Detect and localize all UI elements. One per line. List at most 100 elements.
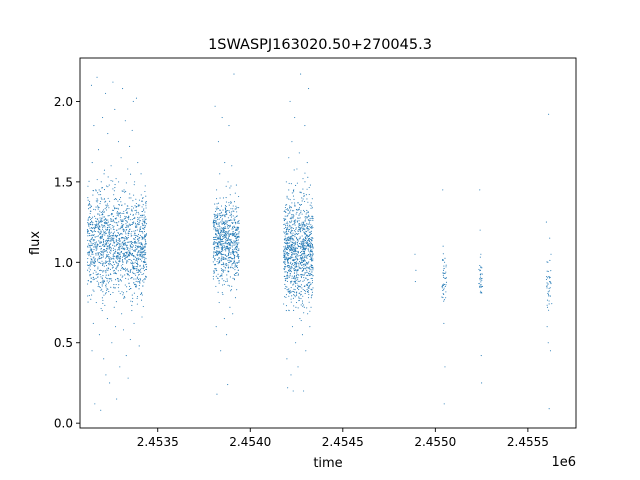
data-point [222,231,224,233]
data-point [299,204,301,206]
data-point [113,240,115,242]
data-point [92,239,95,241]
data-point [223,283,225,285]
data-point [288,310,290,312]
data-point [229,194,231,196]
data-point [215,275,217,277]
data-point [108,236,110,238]
data-point [218,234,221,236]
data-point [122,228,124,230]
data-point [230,185,232,187]
data-point [291,210,294,212]
data-point [105,200,107,202]
data-point [141,210,144,213]
x-axis-label: time [313,456,342,471]
data-point [141,273,143,276]
data-point [286,248,288,250]
data-point [126,237,129,239]
data-point [298,286,300,288]
data-point [302,188,304,190]
data-point [308,285,310,287]
data-point [296,259,298,261]
data-point [306,209,308,211]
data-point [290,207,292,209]
data-point [101,310,103,312]
data-point [306,227,308,229]
data-point [88,244,90,247]
data-point [231,258,233,260]
data-point [230,252,232,254]
data-point [218,247,220,249]
data-point [296,233,298,235]
data-point [297,284,299,286]
data-point [138,242,141,244]
data-point [234,244,236,246]
data-point [137,218,139,220]
data-point [117,207,119,209]
data-point [93,227,95,229]
data-point [87,269,89,271]
data-point [225,281,227,283]
data-point [131,248,133,250]
data-point [121,256,123,258]
data-point [233,201,236,203]
data-point [227,239,229,241]
data-point [215,230,217,232]
data-point [288,198,290,200]
data-point [88,235,91,237]
data-point [296,242,298,244]
data-point [284,245,286,247]
data-point [93,262,95,265]
data-point [237,273,240,275]
data-point [139,282,141,284]
data-point [108,274,110,276]
data-point [137,257,139,259]
data-point [294,269,296,271]
data-point [94,269,96,271]
data-point [283,250,285,252]
data-point [443,300,445,302]
data-point [444,272,446,274]
data-point [99,269,101,271]
data-point [109,251,111,253]
data-point [297,277,299,279]
data-point [97,205,99,207]
data-point [481,279,483,281]
data-point [285,181,287,183]
data-point [305,284,308,286]
data-point [119,239,121,241]
data-point [119,247,121,249]
data-point [215,267,217,270]
data-point [294,116,296,119]
data-point [221,269,223,271]
data-point [113,252,115,254]
data-point [136,261,138,263]
data-point [309,238,311,240]
data-point [292,227,294,229]
data-point [135,209,137,211]
data-point [220,227,222,229]
data-point [226,240,228,242]
data-point [225,250,227,252]
data-point [106,253,108,256]
data-point [293,220,295,223]
data-point [285,294,288,296]
data-point [212,256,214,258]
data-point [121,238,123,240]
data-point [230,239,232,241]
data-point [105,256,108,258]
data-point [143,235,146,237]
data-point [97,268,99,270]
data-point [222,268,224,271]
data-point [234,248,236,250]
data-point [238,231,240,233]
data-point [131,205,133,207]
data-point [294,285,297,287]
data-point [298,274,300,276]
data-point [237,253,239,255]
data-point [112,239,114,241]
data-point [297,269,299,271]
data-point [227,384,229,386]
data-point [120,236,123,239]
data-point [312,275,314,277]
